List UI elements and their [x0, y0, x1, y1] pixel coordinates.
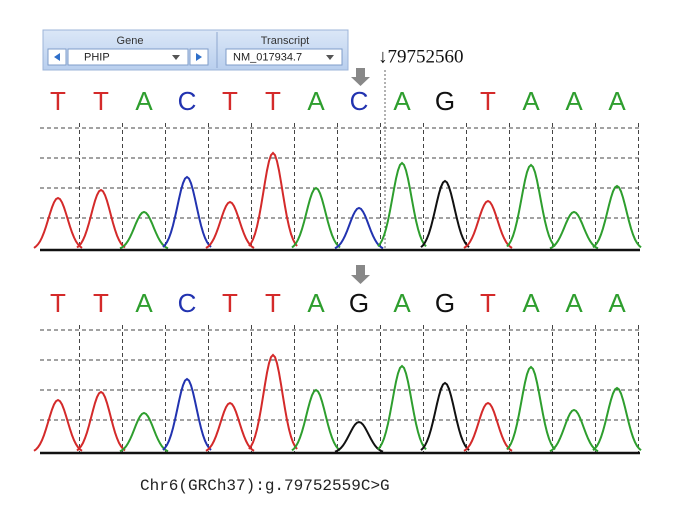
base-call: C	[178, 86, 197, 116]
base-call: A	[565, 86, 583, 116]
base-call: T	[93, 86, 109, 116]
base-call: G	[435, 86, 455, 116]
trace-peak	[420, 381, 470, 451]
trace-peak	[76, 188, 126, 249]
base-call: T	[222, 288, 238, 318]
trace-peak	[377, 364, 427, 451]
transcript-label: Transcript	[261, 35, 310, 47]
trace-peak	[162, 175, 212, 248]
transcript-dropdown[interactable]	[225, 48, 343, 66]
variant-arrow	[351, 265, 370, 284]
variant-arrow	[351, 68, 370, 86]
trace-peak	[119, 411, 169, 453]
gene-value: PHIP	[84, 51, 110, 63]
trace-peak	[506, 365, 556, 451]
gene-dropdown[interactable]	[67, 48, 189, 66]
base-call: A	[307, 86, 325, 116]
dropdown-arrow	[326, 55, 334, 60]
trace-peak	[205, 401, 255, 452]
transcript-value: NM_017934.7	[233, 51, 302, 63]
base-call: C	[350, 86, 369, 116]
prev-icon	[54, 53, 60, 61]
base-call: C	[178, 288, 197, 318]
base-call: T	[50, 288, 66, 318]
trace-peak	[506, 163, 556, 248]
base-call: A	[565, 288, 583, 318]
trace-peak	[248, 151, 298, 247]
base-call: A	[608, 86, 626, 116]
base-call: T	[265, 288, 281, 318]
caption: Chr6(GRCh37):g.79752559C>G	[140, 477, 390, 495]
trace-peak	[334, 206, 384, 250]
trace-peak	[420, 179, 470, 248]
trace-peak	[463, 401, 513, 452]
base-call: A	[307, 288, 325, 318]
base-call: A	[135, 288, 153, 318]
base-call: T	[222, 86, 238, 116]
base-call: G	[435, 288, 455, 318]
trace-peak	[334, 420, 384, 453]
base-call: A	[522, 86, 540, 116]
trace-peak	[549, 210, 599, 250]
toolbar: Gene PHIP Transcript NM_017934.7	[42, 29, 349, 71]
base-call: T	[480, 288, 496, 318]
base-call: T	[265, 86, 281, 116]
base-call: A	[393, 288, 411, 318]
trace-peak	[248, 353, 298, 450]
trace-peak	[463, 199, 513, 249]
base-call: A	[135, 86, 153, 116]
trace-peak	[377, 161, 427, 248]
trace-peak	[592, 184, 642, 249]
base-call: A	[522, 288, 540, 318]
trace-peak	[205, 200, 255, 249]
trace-peak	[291, 186, 341, 249]
dropdown-arrow	[172, 55, 180, 60]
base-call: T	[480, 86, 496, 116]
gene-label: Gene	[117, 35, 144, 47]
base-call: G	[349, 288, 369, 318]
next-icon	[196, 53, 202, 61]
trace-peak	[33, 398, 83, 452]
trace-peak	[33, 196, 83, 249]
position-label: ↓79752560	[378, 46, 464, 67]
trace-peak	[291, 388, 341, 452]
trace-peak	[549, 408, 599, 453]
base-call: A	[393, 86, 411, 116]
base-call: T	[93, 288, 109, 318]
trace-peak	[119, 210, 169, 250]
base-call: T	[50, 86, 66, 116]
trace-peak	[76, 390, 126, 452]
trace-peak	[592, 386, 642, 452]
base-call: A	[608, 288, 626, 318]
trace-peak	[162, 377, 212, 451]
